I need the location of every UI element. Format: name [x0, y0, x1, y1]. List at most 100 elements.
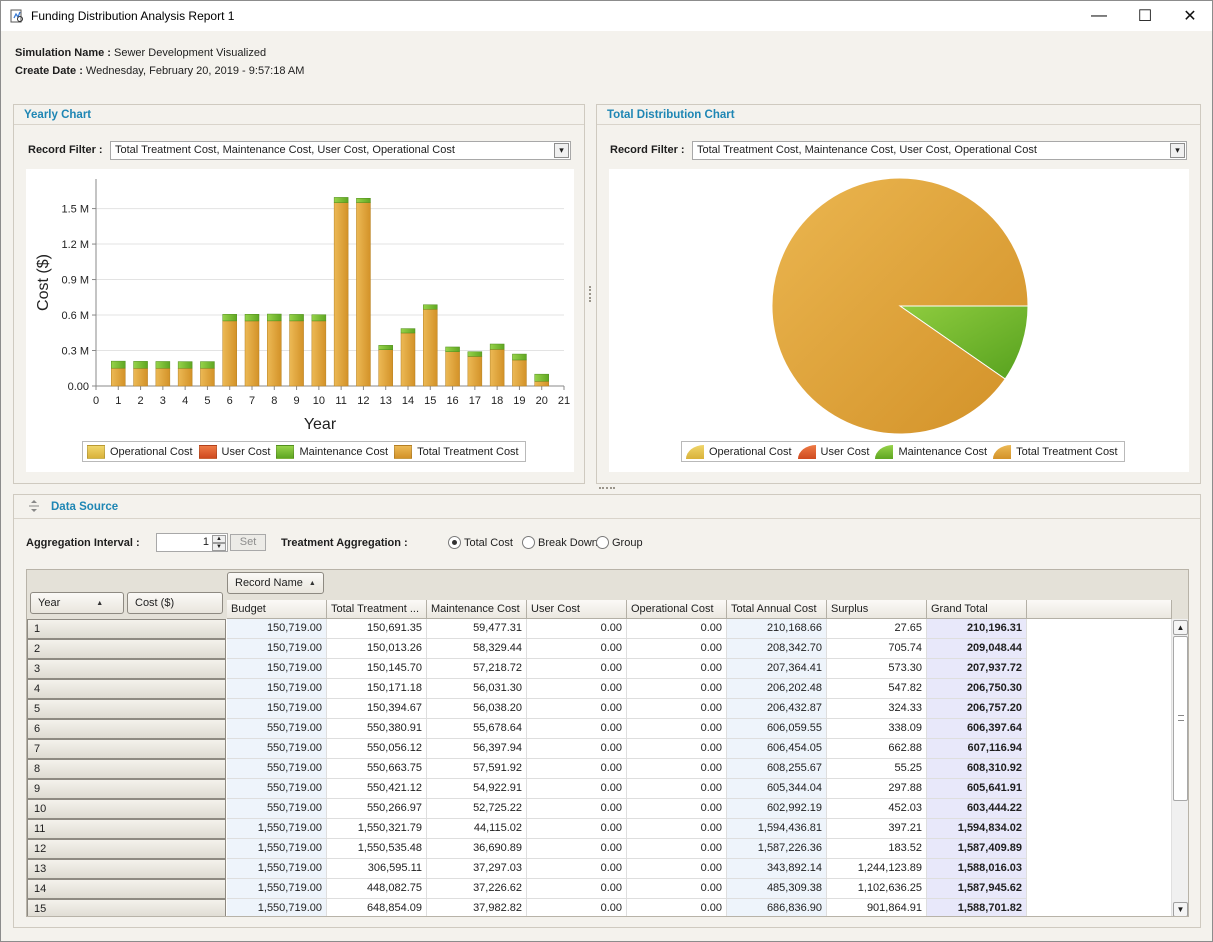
maximize-button[interactable]: ☐ — [1137, 8, 1153, 25]
table-row[interactable]: 14 1,550,719.00 448,082.75 37,226.62 0.00 0.0… — [27, 879, 1172, 899]
spin-down-icon[interactable]: ▼ — [212, 543, 226, 551]
table-row[interactable]: 12 1,550,719.00 1,550,535.48 36,690.89 0.00 0… — [27, 839, 1172, 859]
table-row[interactable]: 3 150,719.00 150,145.70 57,218.72 0.00 0.00 20… — [27, 659, 1172, 679]
table-cell[interactable]: 606,397.64 — [927, 719, 1027, 739]
table-cell[interactable]: 55.25 — [827, 759, 927, 779]
table-cell[interactable]: 608,255.67 — [727, 759, 827, 779]
table-cell[interactable]: 1,588,701.82 — [927, 899, 1027, 916]
table-cell[interactable]: 150,719.00 — [227, 619, 327, 639]
scroll-down-icon[interactable]: ▼ — [1173, 902, 1188, 916]
table-cell[interactable]: 0.00 — [527, 799, 627, 819]
table-cell[interactable]: 648,854.09 — [327, 899, 427, 916]
row-header-year[interactable]: 9 — [27, 779, 226, 799]
table-cell[interactable]: 59,477.31 — [427, 619, 527, 639]
spin-up-icon[interactable]: ▲ — [212, 535, 226, 543]
spinner-buttons[interactable]: ▲ ▼ — [212, 535, 226, 551]
table-cell[interactable]: 1,587,226.36 — [727, 839, 827, 859]
table-cell[interactable]: 207,937.72 — [927, 659, 1027, 679]
table-cell[interactable]: 210,168.66 — [727, 619, 827, 639]
table-cell[interactable]: 0.00 — [627, 639, 727, 659]
table-cell[interactable]: 608,310.92 — [927, 759, 1027, 779]
table-cell[interactable]: 550,719.00 — [227, 739, 327, 759]
table-cell[interactable]: 1,102,636.25 — [827, 879, 927, 899]
table-cell[interactable]: 1,550,719.00 — [227, 839, 327, 859]
table-cell[interactable]: 0.00 — [627, 879, 727, 899]
table-cell[interactable]: 0.00 — [527, 659, 627, 679]
table-cell[interactable]: 550,056.12 — [327, 739, 427, 759]
row-header-year[interactable]: 10 — [27, 799, 226, 819]
table-cell[interactable]: 0.00 — [527, 699, 627, 719]
table-cell[interactable]: 150,145.70 — [327, 659, 427, 679]
table-cell[interactable]: 0.00 — [627, 679, 727, 699]
scroll-thumb[interactable] — [1173, 636, 1188, 801]
column-header[interactable]: Grand Total — [927, 600, 1027, 619]
table-cell[interactable]: 207,364.41 — [727, 659, 827, 679]
table-cell[interactable]: 1,587,409.89 — [927, 839, 1027, 859]
table-cell[interactable]: 452.03 — [827, 799, 927, 819]
row-header-year[interactable]: 11 — [27, 819, 226, 839]
table-cell[interactable]: 210,196.31 — [927, 619, 1027, 639]
table-cell[interactable]: 550,380.91 — [327, 719, 427, 739]
table-cell[interactable]: 0.00 — [627, 659, 727, 679]
record-name-field-button[interactable]: Record Name ▲ — [227, 572, 324, 594]
table-cell[interactable]: 44,115.02 — [427, 819, 527, 839]
table-cell[interactable]: 603,444.22 — [927, 799, 1027, 819]
close-button[interactable]: ✕ — [1183, 8, 1197, 25]
table-cell[interactable]: 1,550,719.00 — [227, 899, 327, 916]
table-cell[interactable]: 0.00 — [527, 679, 627, 699]
table-cell[interactable]: 37,982.82 — [427, 899, 527, 916]
table-cell[interactable]: 0.00 — [627, 859, 727, 879]
vertical-scrollbar[interactable]: ▲ ▼ — [1171, 619, 1188, 916]
table-cell[interactable]: 209,048.44 — [927, 639, 1027, 659]
table-cell[interactable]: 1,550,719.00 — [227, 879, 327, 899]
table-cell[interactable]: 0.00 — [627, 819, 727, 839]
table-cell[interactable]: 662.88 — [827, 739, 927, 759]
table-cell[interactable]: 0.00 — [527, 639, 627, 659]
table-row[interactable]: 9 550,719.00 550,421.12 54,922.91 0.00 0.00 60… — [27, 779, 1172, 799]
table-cell[interactable]: 150,171.18 — [327, 679, 427, 699]
chevron-down-icon[interactable]: ▾ — [1170, 143, 1185, 158]
table-cell[interactable]: 1,550,719.00 — [227, 859, 327, 879]
table-cell[interactable]: 0.00 — [527, 859, 627, 879]
table-cell[interactable]: 150,691.35 — [327, 619, 427, 639]
collapse-toggle-icon[interactable] — [27, 499, 41, 513]
table-cell[interactable]: 448,082.75 — [327, 879, 427, 899]
table-cell[interactable]: 183.52 — [827, 839, 927, 859]
table-cell[interactable]: 550,663.75 — [327, 759, 427, 779]
table-cell[interactable]: 550,266.97 — [327, 799, 427, 819]
table-cell[interactable]: 56,397.94 — [427, 739, 527, 759]
table-cell[interactable]: 57,218.72 — [427, 659, 527, 679]
radio-indicator[interactable] — [522, 536, 535, 549]
table-cell[interactable]: 27.65 — [827, 619, 927, 639]
table-cell[interactable]: 0.00 — [527, 879, 627, 899]
radio-total-cost[interactable]: Total Cost — [448, 536, 513, 549]
radio-indicator[interactable] — [596, 536, 609, 549]
row-header-year[interactable]: 4 — [27, 679, 226, 699]
row-header-year[interactable]: 5 — [27, 699, 226, 719]
table-cell[interactable]: 0.00 — [527, 739, 627, 759]
table-row[interactable]: 7 550,719.00 550,056.12 56,397.94 0.00 0.00 60… — [27, 739, 1172, 759]
table-cell[interactable]: 56,038.20 — [427, 699, 527, 719]
row-header-year[interactable]: 14 — [27, 879, 226, 899]
table-cell[interactable]: 606,454.05 — [727, 739, 827, 759]
table-cell[interactable]: 150,719.00 — [227, 659, 327, 679]
table-cell[interactable]: 150,394.67 — [327, 699, 427, 719]
table-cell[interactable]: 150,013.26 — [327, 639, 427, 659]
table-row[interactable]: 1 150,719.00 150,691.35 59,477.31 0.00 0.00 21… — [27, 619, 1172, 639]
table-cell[interactable]: 1,550,719.00 — [227, 819, 327, 839]
minimize-button[interactable]: — — [1091, 7, 1107, 24]
table-cell[interactable]: 0.00 — [527, 839, 627, 859]
table-cell[interactable]: 550,719.00 — [227, 719, 327, 739]
table-cell[interactable]: 58,329.44 — [427, 639, 527, 659]
table-cell[interactable]: 206,757.20 — [927, 699, 1027, 719]
aggregation-interval-spinner[interactable]: 1 ▲ ▼ — [156, 533, 228, 552]
row-header-year[interactable]: 12 — [27, 839, 226, 859]
cost-field-button[interactable]: Cost ($) — [127, 592, 223, 614]
table-cell[interactable]: 297.88 — [827, 779, 927, 799]
table-row[interactable]: 4 150,719.00 150,171.18 56,031.30 0.00 0.00 20… — [27, 679, 1172, 699]
table-cell[interactable]: 1,594,436.81 — [727, 819, 827, 839]
table-row[interactable]: 13 1,550,719.00 306,595.11 37,297.03 0.00 0.0… — [27, 859, 1172, 879]
table-cell[interactable]: 206,750.30 — [927, 679, 1027, 699]
table-cell[interactable]: 1,244,123.89 — [827, 859, 927, 879]
table-cell[interactable]: 0.00 — [627, 799, 727, 819]
